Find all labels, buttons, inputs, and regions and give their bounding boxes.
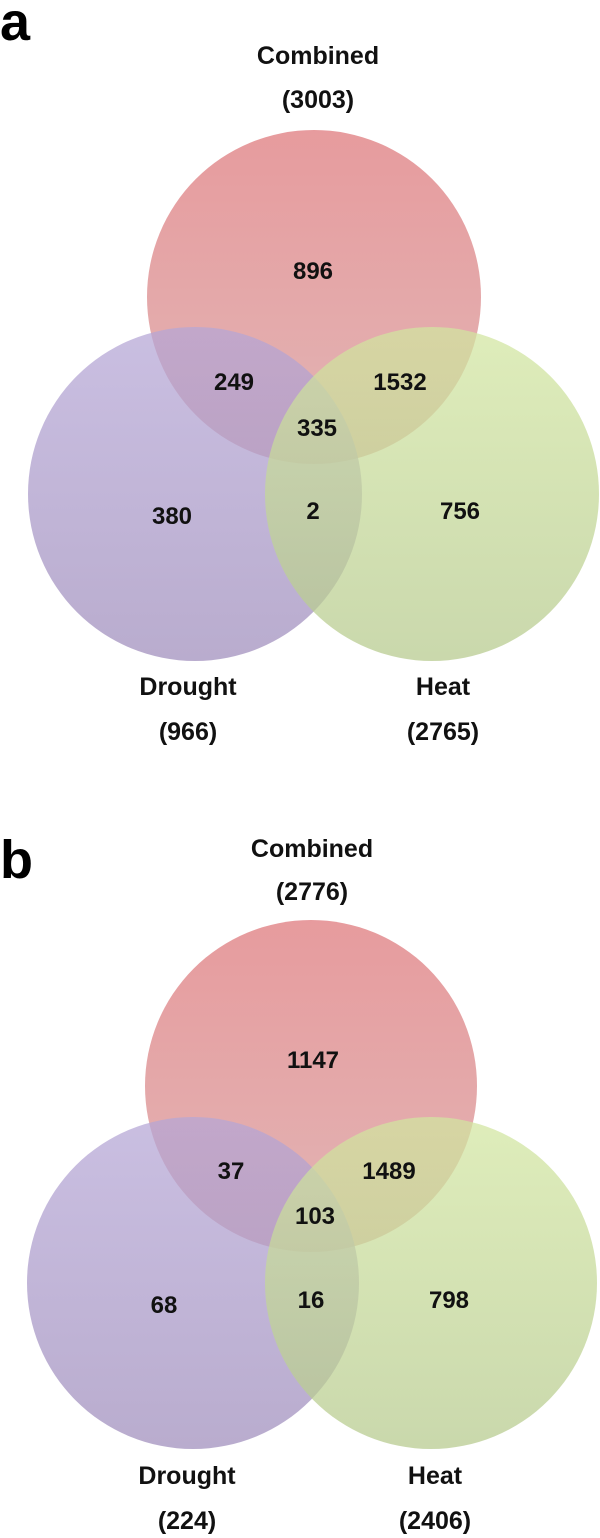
heat-set-name: Heat	[416, 673, 471, 701]
panel-label: a	[0, 0, 31, 52]
heat-set-total: (2765)	[407, 718, 479, 746]
combined-only-count: 1147	[287, 1047, 339, 1074]
heat-circle	[265, 1117, 597, 1449]
panel-label: b	[0, 830, 33, 890]
combined-set-name: Combined	[257, 42, 379, 70]
combined-set-total: (3003)	[282, 86, 354, 114]
all-three-count: 335	[297, 415, 337, 442]
combined-heat-count: 1532	[373, 369, 426, 396]
drought-set-total: (966)	[159, 718, 217, 746]
heat-set-total: (2406)	[399, 1507, 471, 1535]
combined-set-total: (2776)	[276, 878, 348, 906]
combined-drought-count: 37	[218, 1158, 245, 1185]
combined-drought-count: 249	[214, 369, 254, 396]
drought-set-total: (224)	[158, 1507, 216, 1535]
drought-circle	[27, 1117, 359, 1449]
venn-diagram-a: a Combined (3003) 896 249 1532 335 380 2…	[0, 0, 599, 746]
heat-circle	[265, 327, 599, 661]
drought-set-name: Drought	[139, 673, 237, 701]
combined-only-count: 896	[293, 258, 333, 285]
venn-panel-b: b Combined (2776) 1147 37 1489 103 68 16…	[0, 790, 600, 1538]
heat-only-count: 756	[440, 498, 480, 525]
drought-only-count: 380	[152, 503, 192, 530]
drought-heat-count: 16	[298, 1287, 325, 1314]
all-three-count: 103	[295, 1203, 335, 1230]
heat-only-count: 798	[429, 1287, 469, 1314]
drought-heat-count: 2	[306, 498, 319, 525]
drought-only-count: 68	[151, 1292, 178, 1319]
drought-set-name: Drought	[138, 1462, 236, 1490]
drought-circle	[28, 327, 362, 661]
combined-heat-count: 1489	[362, 1158, 415, 1185]
venn-diagram-b: b Combined (2776) 1147 37 1489 103 68 16…	[0, 830, 597, 1535]
venn-panel-a: a Combined (3003) 896 249 1532 335 380 2…	[0, 0, 599, 746]
heat-set-name: Heat	[408, 1462, 463, 1490]
combined-set-name: Combined	[251, 835, 373, 863]
